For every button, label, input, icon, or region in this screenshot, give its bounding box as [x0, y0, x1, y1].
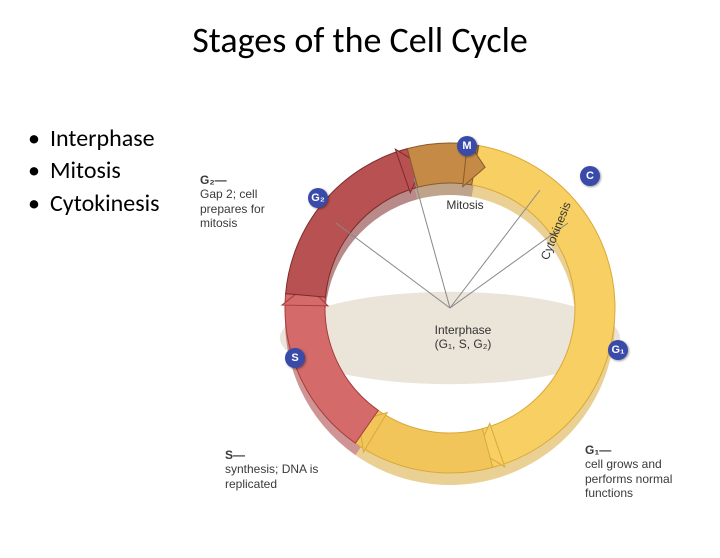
- interior-label-mitosis: Mitosis: [435, 198, 495, 212]
- page-title: Stages of the Cell Cycle: [0, 18, 720, 62]
- interior-label-interphase: Interphase (G₁, S, G₂): [418, 323, 508, 351]
- phase-badge-S: S: [285, 348, 305, 368]
- bullet-list: Interphase Mitosis Cytokinesis: [28, 123, 160, 220]
- phase-badge-M: M: [457, 136, 477, 156]
- phase-badge-G1: G₁: [608, 340, 628, 360]
- caption-G1: G₁—cell grows and performs normal functi…: [585, 443, 705, 501]
- list-item: Mitosis: [28, 155, 160, 187]
- ring-segment-M: [286, 149, 418, 297]
- list-item: Cytokinesis: [28, 188, 160, 220]
- phase-badge-G2: G₂: [308, 188, 328, 208]
- caption-G2: G₂—Gap 2; cell prepares for mitosis: [200, 173, 295, 231]
- caption-S: S—synthesis; DNA is replicated: [225, 448, 335, 491]
- list-item: Interphase: [28, 123, 160, 155]
- phase-badge-C: C: [580, 166, 600, 186]
- cell-cycle-diagram: G₂ M C G₁ S G₂—Gap 2; cell prepares for mitos…: [200, 118, 700, 518]
